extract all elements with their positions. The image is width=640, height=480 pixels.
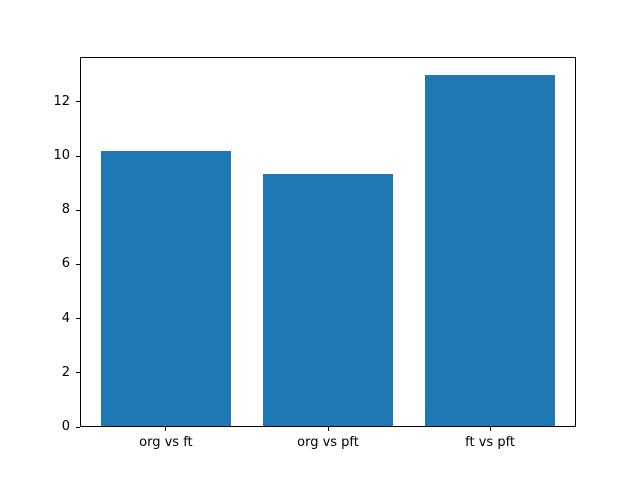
y-tick-mark-0 (76, 426, 80, 428)
bar-ft-vs-pft (425, 74, 555, 427)
plot-area (80, 57, 576, 427)
bar-org-vs-pft (263, 173, 393, 427)
y-tick-label-6: 6 (61, 256, 70, 272)
y-tick-label-0: 0 (61, 419, 70, 434)
y-tick-mark-8 (76, 209, 80, 211)
x-tick-mark-org-vs-ft (165, 427, 167, 431)
y-tick-mark-10 (76, 155, 80, 157)
x-tick-mark-ft-vs-pft (489, 427, 491, 431)
y-tick-label-8: 8 (61, 202, 70, 218)
y-tick-label-10: 10 (53, 148, 70, 164)
y-tick-mark-2 (76, 372, 80, 374)
x-tick-label-org-vs-ft: org vs ft (139, 435, 193, 450)
y-tick-mark-12 (76, 101, 80, 103)
x-tick-label-ft-vs-pft: ft vs pft (465, 435, 516, 450)
y-tick-label-2: 2 (61, 364, 70, 380)
x-tick-label-org-vs-pft: org vs pft (297, 435, 359, 450)
y-tick-mark-4 (76, 318, 80, 320)
x-tick-mark-org-vs-pft (327, 427, 329, 431)
y-tick-label-12: 12 (53, 93, 70, 109)
bar-org-vs-ft (101, 150, 231, 427)
y-tick-mark-6 (76, 263, 80, 265)
y-tick-label-4: 4 (61, 310, 70, 326)
